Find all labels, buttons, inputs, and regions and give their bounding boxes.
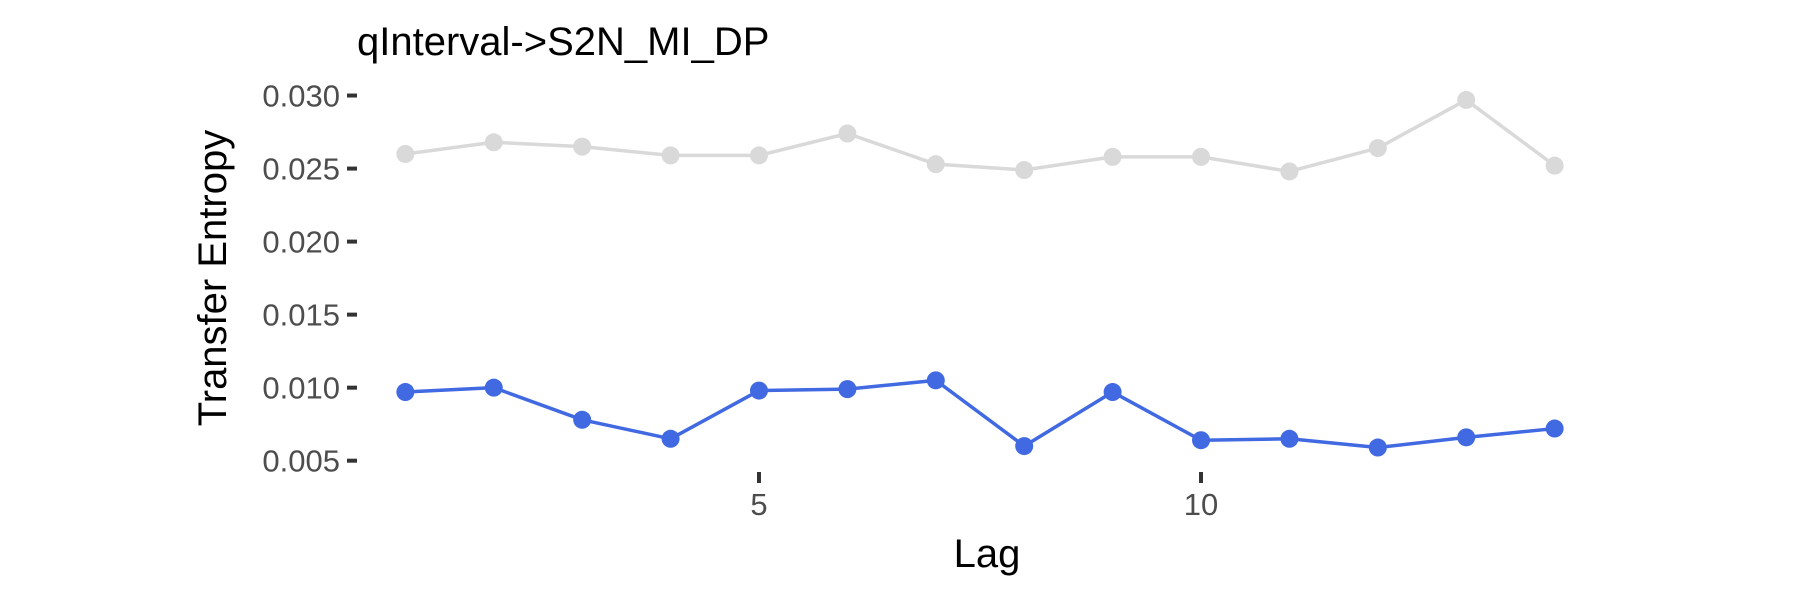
data-point (749, 146, 768, 165)
series-layer (396, 90, 1564, 457)
y-axis: 0.005 0.010 0.015 0.020 0.025 0.030 (262, 79, 357, 479)
y-tick-label: 0.010 (262, 371, 340, 406)
y-tick-label: 0.020 (262, 225, 340, 260)
data-point (396, 383, 415, 402)
y-tick-label: 0.005 (262, 444, 340, 479)
y-axis-title: Transfer Entropy (191, 130, 235, 426)
data-point (926, 371, 945, 390)
data-point (1368, 438, 1387, 457)
data-point (1457, 90, 1476, 109)
data-point (1545, 156, 1564, 175)
data-point (1192, 431, 1211, 450)
data-point (1192, 147, 1211, 166)
data-point (838, 124, 857, 143)
y-tick-label: 0.015 (262, 298, 340, 333)
data-point (749, 381, 768, 400)
x-axis: 5 10 (750, 472, 1218, 522)
data-point (926, 155, 945, 174)
data-point (484, 378, 503, 397)
series-1 (396, 90, 1564, 181)
x-tick-label: 5 (750, 487, 767, 522)
data-point (661, 146, 680, 165)
y-tick-label: 0.025 (262, 152, 340, 187)
x-tick-label: 10 (1184, 487, 1218, 522)
data-point (1015, 161, 1034, 180)
data-point (1280, 429, 1299, 448)
series-line (405, 378, 1555, 450)
data-point (1280, 162, 1299, 181)
data-point (573, 137, 592, 156)
data-point (1368, 139, 1387, 158)
chart-title: qInterval->S2N_MI_DP (357, 20, 769, 64)
data-point (1103, 383, 1122, 402)
data-point (573, 410, 592, 429)
x-axis-title: Lag (954, 532, 1021, 576)
data-point (838, 380, 857, 399)
data-point (396, 144, 415, 163)
data-point (1103, 147, 1122, 166)
y-tick-label: 0.030 (262, 79, 340, 114)
data-point (484, 133, 503, 152)
series-2 (396, 371, 1564, 457)
data-point (661, 429, 680, 448)
series-line (405, 98, 1556, 174)
data-point (1015, 437, 1034, 456)
data-point (1457, 428, 1476, 447)
data-point (1545, 419, 1564, 438)
